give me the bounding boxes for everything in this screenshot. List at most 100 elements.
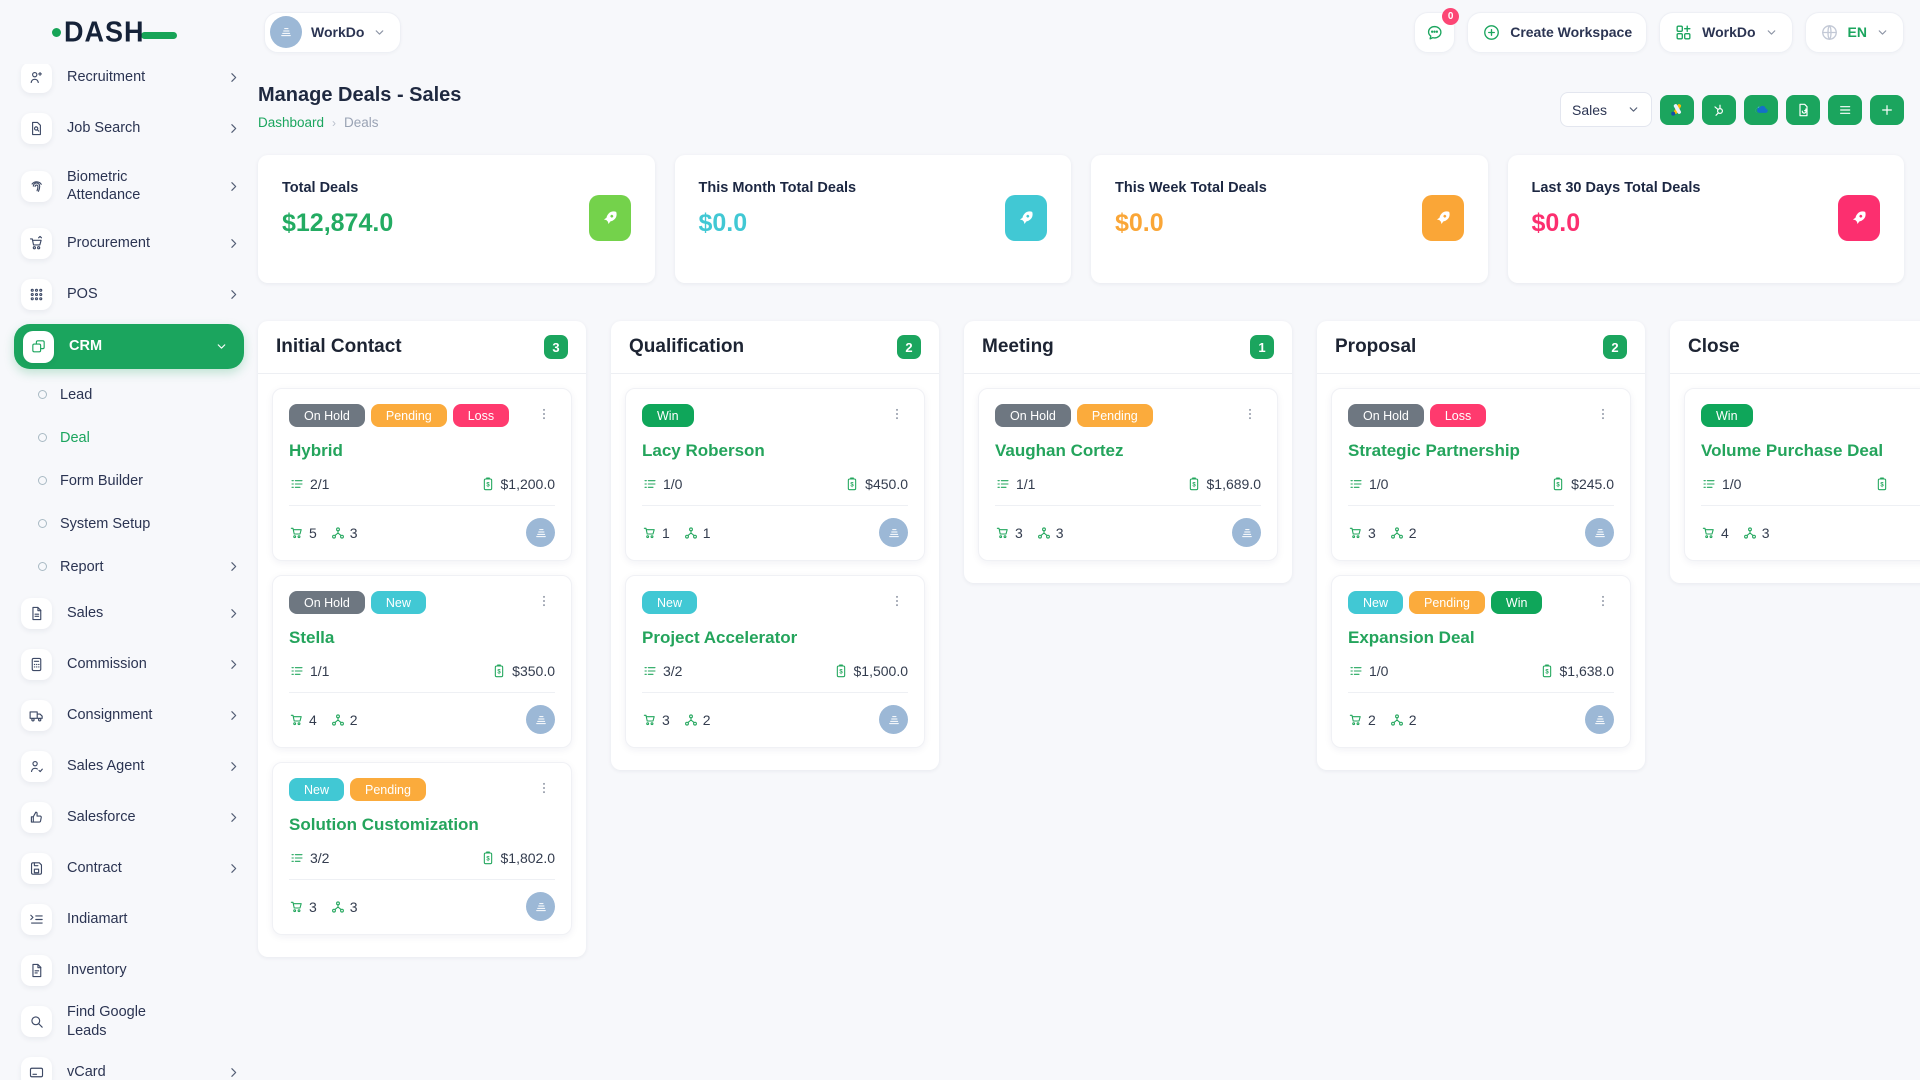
create-workspace-button[interactable]: Create Workspace [1467, 11, 1648, 53]
grid-dots-icon [21, 279, 52, 310]
sidebar-item-pos[interactable]: POS [0, 269, 258, 320]
document-icon [21, 955, 52, 986]
messages-button[interactable]: 0 [1414, 7, 1460, 53]
sidebar-item-recruitment[interactable]: Recruitment [0, 52, 258, 103]
sidebar-subitem-form-builder[interactable]: Form Builder [0, 459, 258, 502]
avatar[interactable] [879, 518, 908, 547]
card-menu-button[interactable] [886, 404, 908, 424]
share-users-icon [331, 900, 344, 913]
deal-name-link[interactable]: Lacy Roberson [642, 441, 765, 460]
task-list-icon [1703, 480, 1715, 488]
deal-name-link[interactable]: Solution Customization [289, 815, 479, 834]
sidebar-subitem-deal[interactable]: Deal [0, 416, 258, 459]
deal-card[interactable]: New Pending Solution Customization 3/2 $… [272, 762, 572, 935]
avatar[interactable] [879, 705, 908, 734]
sidebar-item-procurement[interactable]: Procurement [0, 218, 258, 269]
google-ads-button[interactable] [1660, 94, 1694, 125]
deal-name-link[interactable]: Expansion Deal [1348, 628, 1475, 647]
apps-menu-button[interactable]: WorkDo [1659, 11, 1793, 53]
breadcrumb-dashboard-link[interactable]: Dashboard [258, 115, 325, 130]
deal-name-link[interactable]: Stella [289, 628, 335, 647]
sidebar-item-find-google-leads[interactable]: Find Google Leads [0, 996, 258, 1047]
deal-name-link[interactable]: Hybrid [289, 441, 343, 460]
chevron-right-icon [227, 1066, 240, 1079]
hubspot-button[interactable] [1702, 94, 1736, 125]
share-users-icon [1743, 526, 1756, 539]
stat-card-month-deals: This Month Total Deals $0.0 [674, 155, 1071, 283]
export-document-button[interactable] [1786, 94, 1820, 125]
task-count: 1/0 [1369, 476, 1389, 492]
deal-card[interactable]: Win Lacy Roberson 1/0 $ $450.0 1 1 [625, 388, 925, 561]
deal-card[interactable]: On Hold Pending Vaughan Cortez 1/1 $ $1,6… [978, 388, 1278, 561]
avatar[interactable] [1232, 518, 1261, 547]
workspace-switcher[interactable]: WorkDo [264, 11, 402, 53]
task-count: 3/2 [663, 663, 683, 679]
avatar[interactable] [1585, 705, 1614, 734]
sidebar-item-commission[interactable]: Commission [0, 639, 258, 690]
list-view-button[interactable] [1828, 94, 1862, 125]
deal-card[interactable]: On Hold Loss Strategic Partnership 1/0 $… [1331, 388, 1631, 561]
users-count: 2 [1408, 524, 1417, 541]
card-menu-button[interactable] [533, 778, 555, 798]
deal-card[interactable]: Win Volume Purchase Deal 1/0 $ 4 3 [1684, 388, 1920, 561]
column-count-badge: 2 [897, 335, 921, 359]
onedrive-button[interactable] [1744, 94, 1778, 125]
task-count: 1/0 [1722, 476, 1742, 492]
add-deal-button[interactable] [1870, 94, 1904, 125]
card-menu-button[interactable] [886, 591, 908, 611]
pipeline-select[interactable]: Sales [1560, 92, 1652, 127]
status-badge-new: New [370, 591, 426, 614]
avatar[interactable] [526, 518, 555, 547]
sidebar-item-biometric-attendance[interactable]: Biometric Attendance [0, 154, 258, 218]
sidebar-item-label: Recruitment [67, 69, 146, 86]
app-logo[interactable]: DASH [0, 0, 258, 64]
avatar[interactable] [526, 705, 555, 734]
fingerprint-icon [21, 170, 52, 202]
sidebar-subitem-report[interactable]: Report [0, 545, 258, 588]
card-menu-button[interactable] [1592, 404, 1614, 424]
deal-name-link[interactable]: Volume Purchase Deal [1701, 441, 1884, 460]
sidebar-item-label: Find Google Leads [67, 1004, 146, 1039]
card-menu-button[interactable] [533, 591, 555, 611]
products-count: 3 [309, 898, 317, 915]
rocket-icon [588, 195, 631, 241]
sidebar-item-consignment[interactable]: Consignment [0, 690, 258, 741]
money-clipboard-icon: $ [1877, 477, 1887, 491]
avatar[interactable] [1585, 518, 1614, 547]
task-count: 1/0 [663, 476, 683, 492]
sidebar-item-inventory[interactable]: Inventory [0, 945, 258, 996]
sidebar-item-crm[interactable]: CRM [14, 324, 244, 369]
money-clipboard-icon: $ [847, 477, 857, 491]
file-icon [21, 598, 52, 629]
hubspot-icon [1714, 104, 1723, 116]
sidebar-item-indiamart[interactable]: Indiamart [0, 894, 258, 945]
status-badge-win: Win [1701, 404, 1753, 427]
deal-name-link[interactable]: Project Accelerator [642, 628, 798, 647]
deal-name-link[interactable]: Strategic Partnership [1348, 441, 1520, 460]
sidebar-item-job-search[interactable]: Job Search [0, 103, 258, 154]
deal-card[interactable]: On Hold New Stella 1/1 $ $350.0 4 2 [272, 575, 572, 748]
task-list-icon [291, 667, 303, 675]
deal-card[interactable]: On Hold Pending Loss Hybrid 2/1 $ $1,200.… [272, 388, 572, 561]
sidebar-subitem-system-setup[interactable]: System Setup [0, 502, 258, 545]
sidebar-subitem-lead[interactable]: Lead [0, 373, 258, 416]
card-menu-button[interactable] [1592, 591, 1614, 611]
task-count: 1/0 [1369, 663, 1389, 679]
credit-card-icon [21, 1057, 52, 1080]
avatar[interactable] [526, 892, 555, 921]
deal-card[interactable]: New Project Accelerator 3/2 $ $1,500.0 3 … [625, 575, 925, 748]
bullet-icon [38, 476, 47, 485]
sidebar-item-sales[interactable]: Sales [0, 588, 258, 639]
language-selector[interactable]: EN [1804, 11, 1904, 53]
stat-label: This Month Total Deals [698, 180, 857, 196]
sidebar-item-sales-agent[interactable]: Sales Agent [0, 741, 258, 792]
deal-name-link[interactable]: Vaughan Cortez [995, 441, 1124, 460]
file-sync-icon [1799, 103, 1808, 116]
sidebar-item-contract[interactable]: Contract [0, 843, 258, 894]
sidebar-item-salesforce[interactable]: Salesforce [0, 792, 258, 843]
card-menu-button[interactable] [533, 404, 555, 424]
users-count: 1 [702, 524, 711, 541]
sidebar-item-vcard[interactable]: vCard [0, 1047, 258, 1080]
deal-card[interactable]: New Pending Win Expansion Deal 1/0 $ $1,6… [1331, 575, 1631, 748]
card-menu-button[interactable] [1239, 404, 1261, 424]
